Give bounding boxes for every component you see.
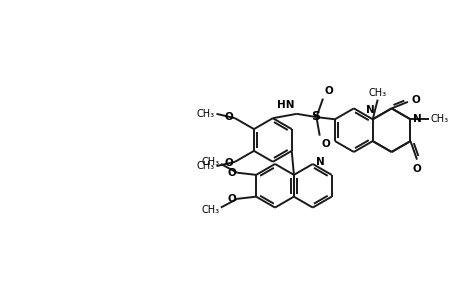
Text: N: N	[365, 105, 374, 115]
Text: O: O	[224, 158, 233, 168]
Text: O: O	[224, 112, 233, 122]
Text: HN: HN	[277, 100, 294, 110]
Text: O: O	[411, 95, 420, 105]
Text: CH₃: CH₃	[368, 88, 386, 98]
Text: CH₃: CH₃	[202, 205, 219, 214]
Text: CH₃: CH₃	[196, 161, 214, 171]
Text: O: O	[412, 164, 420, 174]
Text: S: S	[310, 110, 319, 123]
Text: O: O	[321, 139, 330, 148]
Text: N: N	[315, 157, 324, 167]
Text: O: O	[227, 194, 235, 204]
Text: CH₃: CH₃	[202, 157, 219, 167]
Text: CH₃: CH₃	[196, 109, 214, 119]
Text: CH₃: CH₃	[430, 114, 448, 124]
Text: O: O	[324, 85, 333, 96]
Text: O: O	[227, 168, 235, 178]
Text: N: N	[413, 114, 421, 124]
